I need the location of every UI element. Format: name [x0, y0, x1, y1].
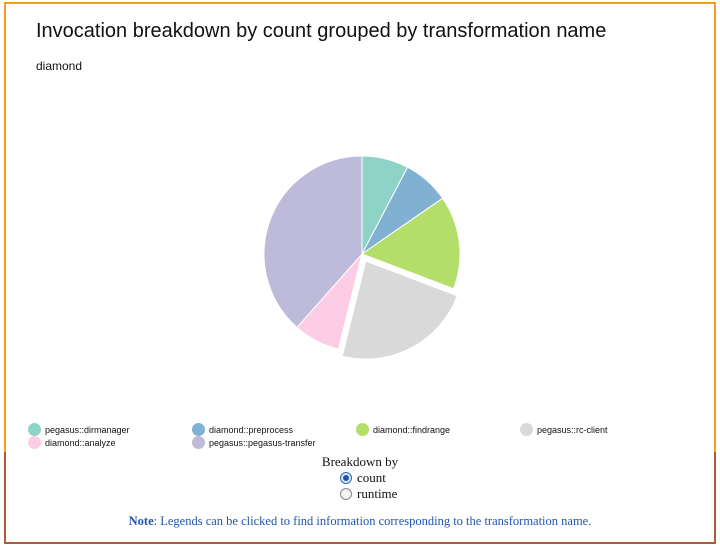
legend-item-pegasus-dirmanager[interactable]: pegasus::dirmanager [28, 423, 130, 436]
radio-button-runtime[interactable] [340, 488, 352, 500]
note-line: Note: Legends can be clicked to find inf… [6, 514, 714, 529]
chart-subtitle: diamond [36, 59, 83, 73]
legend-item-pegasus-pegasus-transfer[interactable]: pegasus::pegasus-transfer [192, 436, 316, 449]
legend-swatch [28, 436, 41, 449]
pie-chart [263, 155, 461, 360]
pie-slice-diamond-findrange[interactable] [360, 197, 461, 290]
pie-slice-pegasus-rc-client[interactable] [341, 260, 458, 360]
note-label: Note [128, 514, 154, 528]
chart-title: Invocation breakdown by count grouped by… [36, 20, 607, 42]
legend-label: pegasus::pegasus-transfer [209, 437, 316, 448]
legend-item-diamond-findrange[interactable]: diamond::findrange [356, 423, 450, 436]
chart-panel: Invocation breakdown by count grouped by… [4, 2, 716, 454]
legend-item-diamond-analyze[interactable]: diamond::analyze [28, 436, 116, 449]
breakdown-label: Breakdown by [321, 454, 399, 469]
legend-label: diamond::findrange [373, 424, 451, 435]
note-text: : Legends can be clicked to find informa… [153, 514, 592, 528]
legend-label: diamond::preprocess [209, 424, 294, 435]
radio-label-count: count [357, 470, 386, 485]
legend-swatch [192, 423, 205, 436]
radio-label-runtime: runtime [357, 486, 398, 501]
radio-option-runtime[interactable]: runtime [340, 486, 397, 502]
legend-swatch [192, 436, 205, 449]
legend-label: pegasus::rc-client [537, 424, 608, 435]
radio-button-count[interactable] [340, 472, 352, 484]
legend-swatch [520, 423, 533, 436]
legend-item-diamond-preprocess[interactable]: diamond::preprocess [192, 423, 293, 436]
pie-slice-pegasus-pegasus-transfer[interactable] [263, 155, 363, 329]
legend-label: pegasus::dirmanager [45, 424, 130, 435]
radio-option-count[interactable]: count [340, 470, 386, 486]
legend-swatch [356, 423, 369, 436]
legend-swatch [28, 423, 41, 436]
legend-label: diamond::analyze [45, 437, 116, 448]
legend-item-pegasus-rc-client[interactable]: pegasus::rc-client [520, 423, 608, 436]
controls-panel: Breakdown by count runtime Note: Legends… [4, 452, 716, 544]
